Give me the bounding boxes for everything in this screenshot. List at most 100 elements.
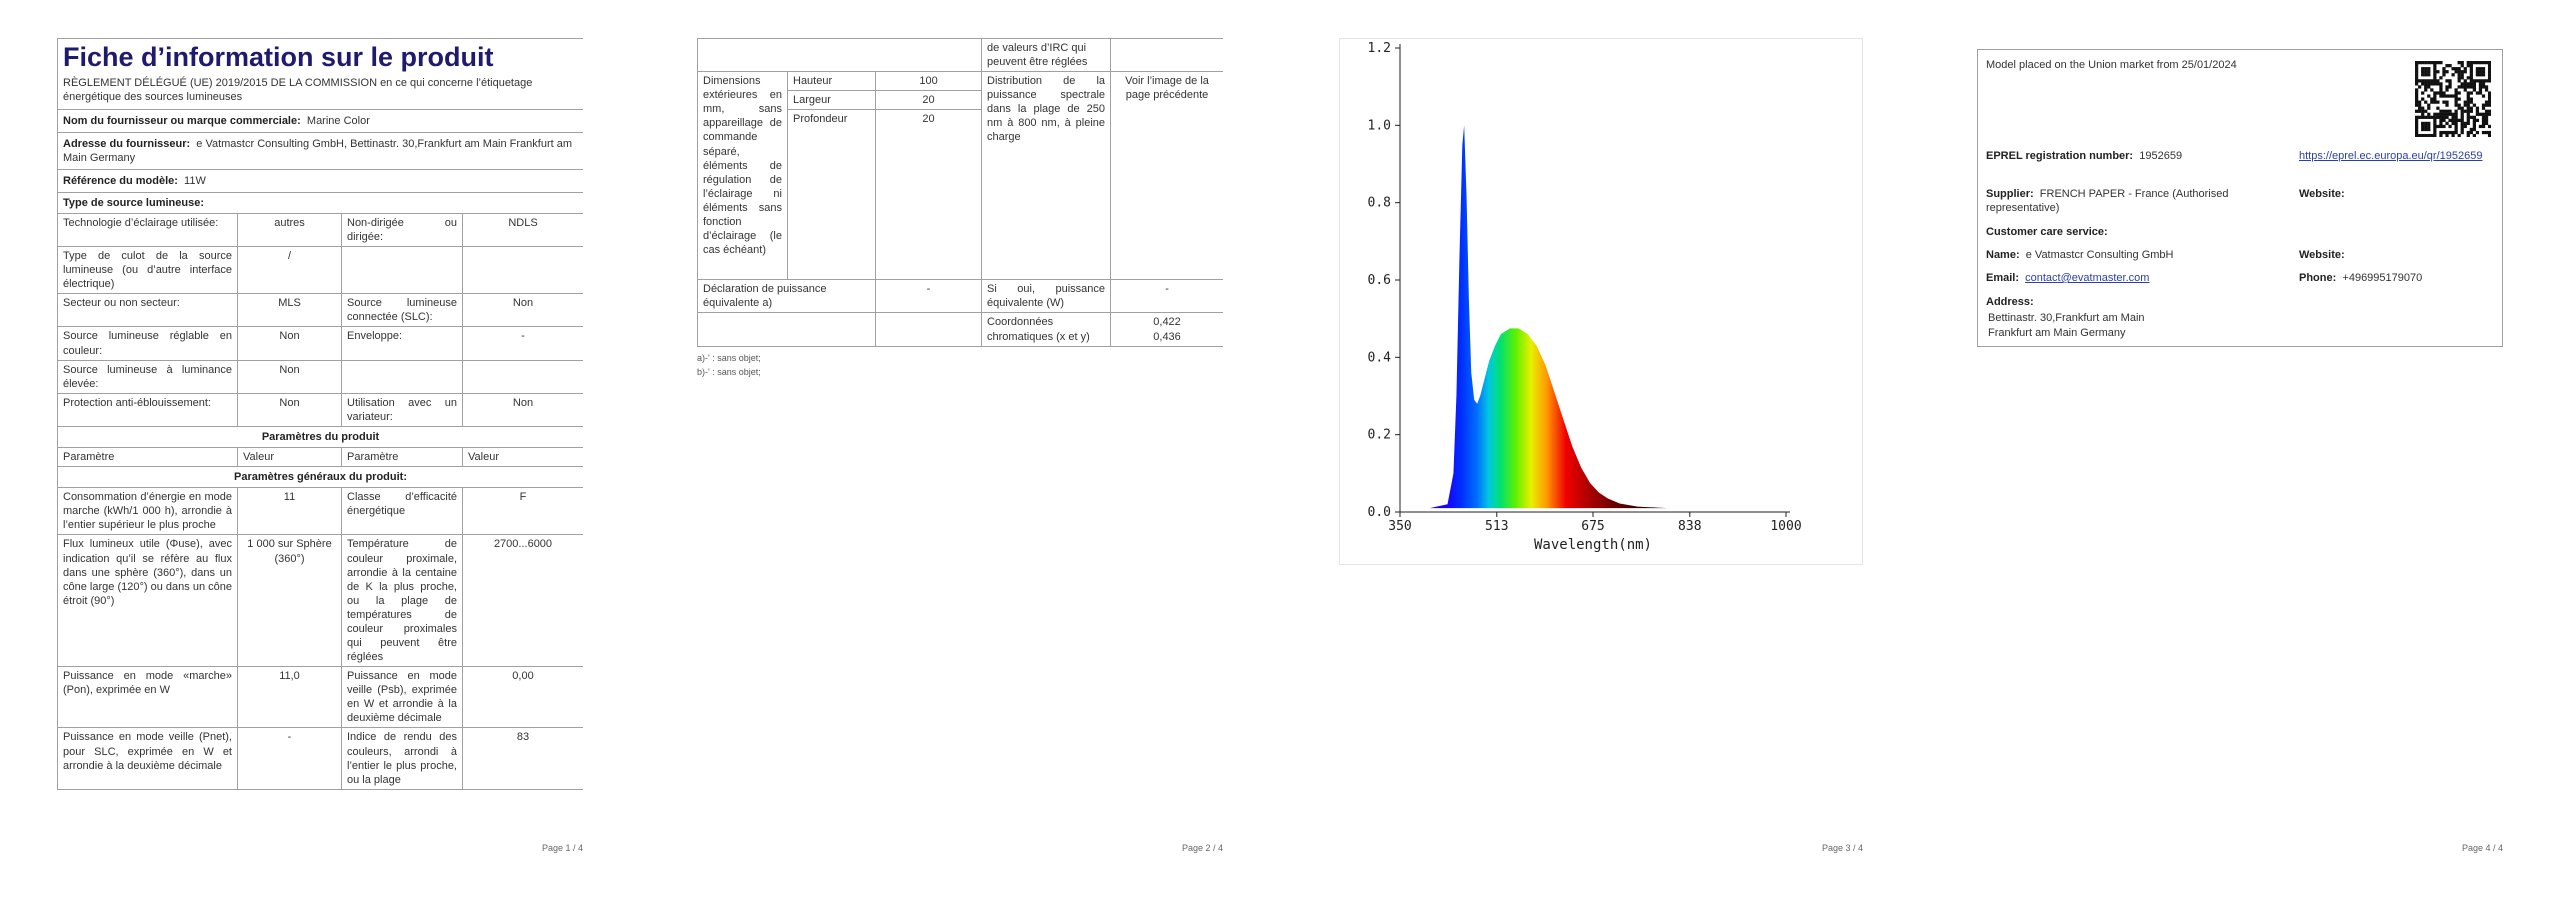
eprel-link[interactable]: https://eprel.ec.europa.eu/qr/1952659 — [2299, 150, 2483, 162]
qr-module — [2478, 91, 2483, 95]
qr-module — [2478, 79, 2483, 83]
qr-module — [2472, 127, 2476, 132]
qr-module — [2463, 85, 2467, 89]
qr-module — [2460, 112, 2464, 116]
qr-module — [2439, 124, 2443, 129]
cell: 83 — [462, 727, 583, 790]
qr-module — [2415, 121, 2419, 126]
qr-module — [2433, 127, 2437, 132]
qr-module — [2472, 103, 2476, 107]
qr-module — [2427, 79, 2431, 83]
qr-module — [2484, 115, 2489, 119]
eprel-box: Model placed on the Union market from 25… — [1977, 49, 2503, 347]
x-tick-label: 838 — [1678, 519, 1701, 534]
qr-module — [2427, 82, 2431, 86]
qr-module — [2487, 103, 2491, 107]
cell: Protection anti-éblouissement: — [57, 392, 238, 427]
qr-module — [2466, 103, 2470, 107]
label: EPREL registration number: — [1986, 150, 2134, 162]
qr-module — [2445, 130, 2449, 135]
cell: autres — [237, 212, 342, 248]
qr-module — [2487, 109, 2491, 113]
product-table: Fiche d’information sur le produit RÈGLE… — [57, 38, 583, 790]
value: 1952659 — [2139, 150, 2183, 162]
qr-module — [2415, 79, 2419, 83]
label: Supplier: — [1986, 188, 2034, 200]
qr-module — [2415, 67, 2419, 71]
value: 0,422 — [1153, 316, 1181, 329]
qr-module — [2436, 100, 2440, 104]
qr-module — [2484, 118, 2489, 122]
qr-module — [2487, 91, 2491, 95]
qr-module — [2448, 130, 2452, 135]
cell: / — [237, 246, 342, 295]
qr-module — [2454, 100, 2458, 104]
qr-module — [2433, 118, 2437, 122]
qr-module — [2469, 70, 2473, 74]
qr-module — [2454, 118, 2458, 122]
qr-module — [2460, 109, 2464, 113]
cell: MLS — [237, 293, 342, 328]
qr-module — [2457, 133, 2461, 137]
qr-module — [2445, 100, 2449, 104]
qr-module — [2448, 82, 2452, 86]
qr-module — [2427, 61, 2431, 65]
qr-module — [2463, 109, 2467, 113]
qr-module — [2487, 61, 2491, 65]
qr-module — [2472, 88, 2476, 92]
qr-module — [2418, 133, 2422, 137]
cell: Non — [237, 359, 342, 394]
label: Référence du modèle: — [63, 174, 178, 187]
qr-module — [2421, 91, 2425, 95]
qr-module — [2433, 100, 2437, 104]
qr-module — [2430, 88, 2434, 92]
qr-module — [2478, 73, 2483, 77]
qr-module — [2424, 85, 2428, 89]
qr-module — [2439, 85, 2443, 89]
qr-module — [2433, 97, 2437, 101]
qr-module — [2487, 130, 2491, 135]
cell: Technologie d’éclairage utilisée: — [57, 212, 238, 248]
qr-module — [2433, 73, 2437, 77]
cell: Nom du fournisseur ou marque commerciale… — [57, 108, 583, 133]
qr-module — [2439, 91, 2443, 95]
qr-module — [2448, 118, 2452, 122]
qr-module — [2445, 133, 2449, 137]
cell: Non-dirigée ou dirigée: — [341, 212, 463, 248]
cell: 11,0 — [237, 666, 342, 729]
label: Name: — [1986, 249, 2020, 261]
qr-module — [2427, 124, 2431, 129]
value: FRENCH PAPER - France (Authorised repres… — [1986, 188, 2229, 215]
qr-module — [2448, 85, 2452, 89]
cell: Référence du modèle: 11W — [57, 168, 583, 193]
qr-module — [2457, 85, 2461, 89]
qr-module — [2469, 67, 2473, 71]
qr-module — [2415, 100, 2419, 104]
email-link[interactable]: contact@evatmaster.com — [2025, 272, 2150, 284]
qr-module — [2466, 112, 2470, 116]
qr-module — [2433, 64, 2437, 68]
qr-module — [2475, 91, 2480, 95]
qr-module — [2454, 70, 2458, 74]
qr-module — [2418, 61, 2422, 65]
qr-module — [2484, 130, 2489, 135]
cell: Indice de rendu des couleurs, arrondi à … — [341, 727, 463, 790]
qr-module — [2487, 67, 2491, 71]
qr-module — [2424, 133, 2428, 137]
qr-module — [2415, 133, 2419, 137]
qr-module — [2487, 79, 2491, 83]
qr-module — [2466, 97, 2470, 101]
qr-module — [2442, 70, 2446, 74]
qr-module — [2421, 127, 2425, 132]
qr-module — [2451, 133, 2455, 137]
qr-module — [2454, 91, 2458, 95]
qr-module — [2469, 82, 2473, 86]
qr-module — [2466, 61, 2470, 65]
qr-module — [2415, 73, 2419, 77]
qr-module — [2454, 115, 2458, 119]
qr-module — [2481, 85, 2486, 89]
qr-module — [2427, 115, 2431, 119]
qr-module — [2460, 118, 2464, 122]
qr-module — [2460, 130, 2464, 135]
label: Website: — [2299, 249, 2345, 261]
